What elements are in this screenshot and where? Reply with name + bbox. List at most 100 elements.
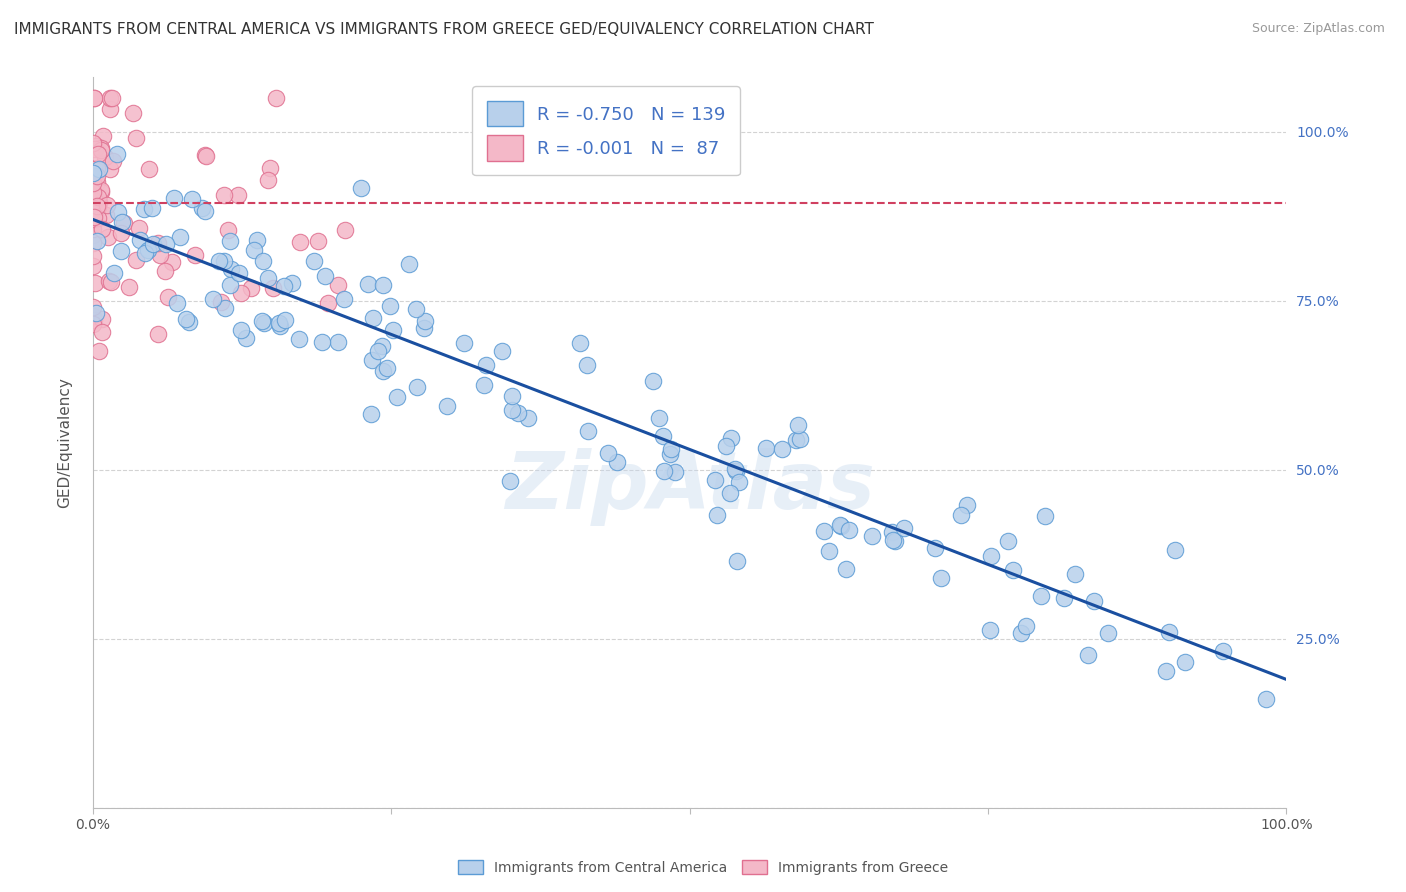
Point: [83, 91, 105, 105]
Point: [98, 162, 121, 177]
Point: [818, 543, 841, 558]
Point: [704, 473, 727, 487]
Point: [1254, 692, 1277, 706]
Text: IMMIGRANTS FROM CENTRAL AMERICA VS IMMIGRANTS FROM GREECE GED/EQUIVALENCY CORREL: IMMIGRANTS FROM CENTRAL AMERICA VS IMMIG…: [14, 22, 875, 37]
Point: [93, 150, 115, 164]
Point: [90, 183, 112, 197]
Point: [83, 194, 105, 209]
Y-axis label: GED/Equivalency: GED/Equivalency: [58, 377, 72, 508]
Point: [304, 253, 326, 268]
Point: [125, 252, 148, 267]
Point: [264, 91, 287, 105]
Point: [288, 235, 311, 249]
Point: [501, 389, 523, 403]
Point: [834, 562, 856, 576]
Point: [1157, 625, 1180, 640]
Point: [105, 147, 128, 161]
Text: Source: ZipAtlas.com: Source: ZipAtlas.com: [1251, 22, 1385, 36]
Point: [412, 320, 434, 334]
Point: [785, 433, 807, 447]
Point: [96, 198, 118, 212]
Point: [1015, 619, 1038, 633]
Point: [107, 204, 129, 219]
Point: [979, 623, 1001, 637]
Point: [212, 187, 235, 202]
Point: [208, 253, 231, 268]
Point: [101, 154, 124, 169]
Point: [82, 228, 104, 243]
Point: [924, 541, 946, 556]
Point: [641, 374, 664, 388]
Point: [98, 274, 121, 288]
Point: [257, 270, 280, 285]
Point: [87, 196, 110, 211]
Point: [91, 129, 114, 144]
Point: [87, 200, 110, 214]
Point: [86, 175, 108, 189]
Point: [87, 194, 110, 209]
Point: [828, 517, 851, 532]
Point: [177, 315, 200, 329]
Point: [997, 534, 1019, 549]
Legend: Immigrants from Central America, Immigrants from Greece: Immigrants from Central America, Immigra…: [453, 855, 953, 880]
Point: [194, 204, 217, 219]
Point: [838, 523, 860, 537]
Point: [274, 313, 297, 327]
Point: [398, 257, 420, 271]
Point: [110, 226, 132, 240]
Point: [101, 91, 124, 105]
Point: [243, 244, 266, 258]
Point: [98, 102, 121, 116]
Point: [332, 292, 354, 306]
Point: [413, 314, 436, 328]
Point: [860, 529, 883, 543]
Point: [1164, 543, 1187, 558]
Point: [652, 464, 675, 478]
Point: [361, 353, 384, 368]
Point: [378, 299, 401, 313]
Point: [89, 343, 111, 358]
Point: [82, 309, 104, 323]
Point: [474, 358, 496, 372]
Point: [491, 344, 513, 359]
Point: [371, 339, 394, 353]
Point: [882, 533, 904, 548]
Point: [718, 485, 741, 500]
Point: [606, 455, 628, 469]
Point: [229, 323, 252, 337]
Point: [1083, 594, 1105, 608]
Point: [373, 364, 395, 378]
Point: [1010, 625, 1032, 640]
Point: [149, 248, 172, 262]
Point: [82, 136, 104, 150]
Point: [82, 300, 104, 314]
Point: [267, 316, 290, 330]
Point: [269, 318, 291, 333]
Point: [1002, 563, 1025, 577]
Point: [385, 390, 408, 404]
Point: [94, 208, 117, 222]
Point: [786, 418, 808, 433]
Point: [83, 277, 105, 291]
Point: [316, 295, 339, 310]
Point: [82, 249, 104, 263]
Point: [405, 302, 427, 317]
Point: [148, 327, 170, 342]
Point: [311, 334, 333, 349]
Point: [138, 243, 160, 257]
Point: [830, 519, 852, 533]
Point: [436, 400, 458, 414]
Point: [307, 234, 329, 248]
Point: [87, 190, 110, 204]
Point: [813, 524, 835, 539]
Point: [257, 173, 280, 187]
Point: [658, 447, 681, 461]
Point: [1212, 643, 1234, 657]
Point: [155, 237, 177, 252]
Point: [720, 431, 742, 445]
Point: [202, 292, 225, 306]
Point: [569, 336, 592, 351]
Point: [194, 149, 217, 163]
Point: [1053, 591, 1076, 605]
Point: [575, 358, 598, 372]
